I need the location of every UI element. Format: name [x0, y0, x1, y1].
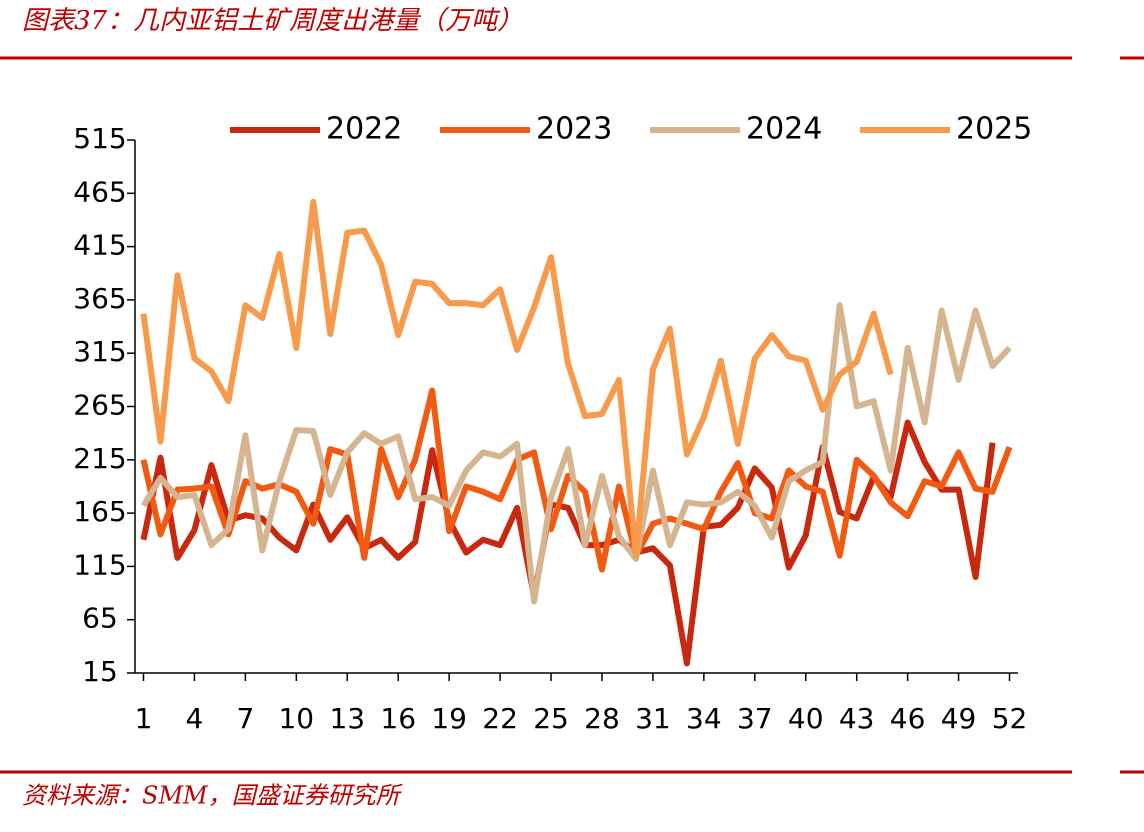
x-tick-label: 25 [533, 702, 569, 735]
x-tick-label: 22 [482, 702, 518, 735]
series-line [140, 419, 996, 667]
x-tick-label: 28 [584, 702, 620, 735]
x-tick-label: 4 [186, 702, 204, 735]
x-tick-label: 10 [278, 702, 314, 735]
legend-label: 2022 [326, 112, 402, 147]
x-tick-label: 49 [941, 702, 977, 735]
x-tick-label: 1 [135, 702, 153, 735]
x-tick-label: 31 [635, 702, 671, 735]
source: 资料来源：SMM，国盛证券研究所 [22, 782, 404, 810]
y-tick-label: 365 [73, 282, 126, 315]
x-tick-label: 37 [737, 702, 773, 735]
series-line [140, 198, 894, 559]
legend-label: 2023 [536, 112, 612, 147]
x-tick-label: 40 [788, 702, 824, 735]
x-tick-label: 34 [686, 702, 722, 735]
series-line [140, 302, 1012, 605]
y-tick-label: 65 [82, 602, 118, 635]
y-tick-label: 165 [73, 495, 126, 528]
y-tick-label: 315 [73, 335, 126, 368]
x-tick-label: 19 [431, 702, 467, 735]
legend-label: 2025 [956, 112, 1032, 147]
x-tick-label: 7 [236, 702, 254, 735]
y-tick-label: 515 [73, 122, 126, 155]
y-tick-label: 265 [73, 389, 126, 422]
y-tick-label: 415 [73, 229, 126, 262]
y-tick-label: 465 [73, 175, 126, 208]
title: 图表37：几内亚铝土矿周度出港量（万吨） [22, 6, 523, 36]
legend-label: 2024 [746, 112, 822, 147]
x-tick-label: 13 [329, 702, 365, 735]
y-tick-label: 215 [73, 442, 126, 475]
x-tick-label: 46 [890, 702, 926, 735]
x-tick-label: 43 [839, 702, 875, 735]
y-tick-label: 115 [73, 548, 126, 581]
x-tick-label: 16 [380, 702, 416, 735]
y-tick-label: 15 [82, 655, 118, 688]
x-tick-label: 52 [992, 702, 1028, 735]
